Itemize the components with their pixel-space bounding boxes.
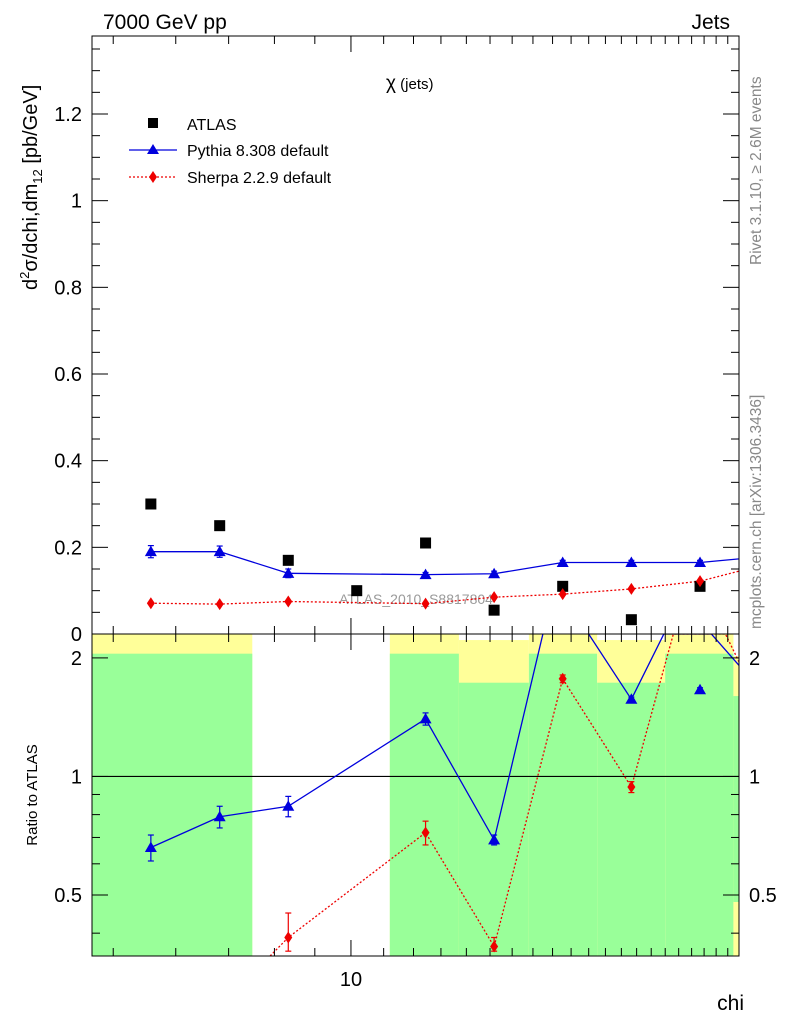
ratio-point-0-5 (625, 693, 638, 704)
main-ytick-label: 0.2 (54, 537, 82, 559)
legend-atlas-label: ATLAS (187, 117, 237, 134)
rivet-note: Rivet 3.1.10, ≥ 2.6M events (748, 76, 765, 265)
main-point-2-2 (284, 595, 293, 608)
main-point-0-1 (214, 520, 226, 532)
legend-sherpa-marker (149, 171, 157, 183)
ratio-ylabel: Ratio to ATLAS (24, 744, 41, 845)
ratio-line-0 (150, 634, 739, 849)
ratio-point-1-5 (756, 700, 764, 712)
ratio-ytick-label-right: 0.5 (749, 885, 777, 907)
process-label: Jets (691, 11, 730, 34)
main-point-0-2 (282, 554, 294, 566)
legend-pythia-label: Pythia 8.308 default (187, 143, 329, 160)
main-axes: 0 0.2 0.4 0.6 0.8 1 1.2 (54, 36, 739, 646)
ratio-point-1-3 (558, 672, 567, 685)
main-point-2-5 (558, 588, 567, 601)
main-point-2-1 (215, 598, 224, 611)
legend-pythia-marker (147, 144, 159, 154)
band-green-4 (528, 653, 598, 956)
main-point-1-5 (556, 556, 569, 567)
main-point-1-2 (282, 567, 295, 578)
analysis-watermark: ATLAS_2010_S8817804 (339, 591, 493, 607)
main-point-2-6 (627, 582, 636, 595)
ratio-point-0-1 (213, 810, 226, 822)
legend: ATLAS Pythia 8.308 default Sherpa 2.2.9 … (129, 117, 332, 187)
main-ytick-label: 0.8 (54, 277, 82, 299)
energy-label: 7000 GeV pp (103, 11, 227, 34)
main-point-1-7 (694, 556, 707, 567)
ratio-series-markers (144, 672, 764, 953)
main-point-1-6 (625, 556, 638, 567)
observable-symbol: χ (386, 73, 396, 94)
ratio-ytick-label-right: 2 (749, 648, 760, 670)
main-line-1 (150, 551, 739, 576)
observable-title: χ (jets) (386, 73, 433, 94)
main-ytick-label: 1.2 (54, 104, 82, 126)
ratio-point-1-4 (627, 781, 636, 794)
main-ytick-label: 1 (71, 191, 82, 213)
ratio-frame (91, 633, 740, 957)
ratio-xtick-label: 10 (340, 969, 362, 991)
site-note: mcplots.cern.ch [arXiv:1306.3436] (748, 395, 765, 629)
main-ytick-label: 0 (71, 624, 82, 646)
main-point-2-4 (490, 591, 499, 604)
band-green-2 (389, 653, 459, 956)
main-point-0-7 (625, 614, 637, 626)
legend-sherpa-label: Sherpa 2.2.9 default (187, 170, 332, 187)
ratio-point-0-6 (694, 683, 707, 695)
main-ytick-label: 0.6 (54, 364, 82, 386)
ratio-ytick-label-left: 0.5 (54, 885, 82, 907)
ratio-ytick-label-left: 2 (71, 648, 82, 670)
main-point-1-1 (213, 545, 226, 557)
main-point-1-4 (488, 567, 501, 579)
band-green-7 (733, 696, 739, 902)
main-ylabel: d2σ/dchi,dm12 [pb/GeV] (17, 85, 45, 290)
ratio-bands (92, 634, 739, 956)
ratio-point-0-4 (488, 833, 501, 845)
ratio-ytick-label-left: 1 (71, 766, 82, 788)
main-point-2-0 (146, 597, 155, 610)
main-point-0-0 (145, 498, 157, 510)
band-green-3 (458, 682, 529, 956)
main-point-0-3 (351, 585, 363, 597)
ratio-point-1-1 (421, 826, 430, 839)
ratio-point-1-0 (284, 931, 293, 944)
x-axis-label: chi (717, 992, 744, 1015)
band-green-6 (665, 653, 734, 956)
legend-atlas-marker (148, 118, 158, 128)
observable-suffix: (jets) (396, 76, 434, 93)
main-series-markers (144, 498, 707, 626)
ratio-series-lines (92, 634, 739, 956)
ratio-err-1-5 (757, 704, 763, 709)
main-point-1-3 (419, 568, 432, 580)
ratio-point-0-3 (419, 712, 432, 724)
ratio-axes: 10 0.5 0.5 1 1 2 2 (54, 634, 777, 991)
main-point-2-7 (696, 575, 705, 588)
main-point-2-3 (421, 597, 430, 610)
main-point-0-6 (557, 580, 569, 592)
main-point-0-4 (420, 537, 432, 549)
ratio-point-0-0 (144, 841, 157, 853)
ratio-point-0-2 (282, 800, 295, 811)
ratio-ytick-label-right: 1 (749, 766, 760, 788)
band-green-5 (597, 682, 666, 956)
main-point-0-5 (488, 604, 500, 616)
ratio-point-1-2 (490, 940, 499, 953)
band-green-0 (92, 653, 253, 956)
main-point-1-0 (144, 545, 157, 557)
main-ytick-label: 0.4 (54, 451, 82, 473)
